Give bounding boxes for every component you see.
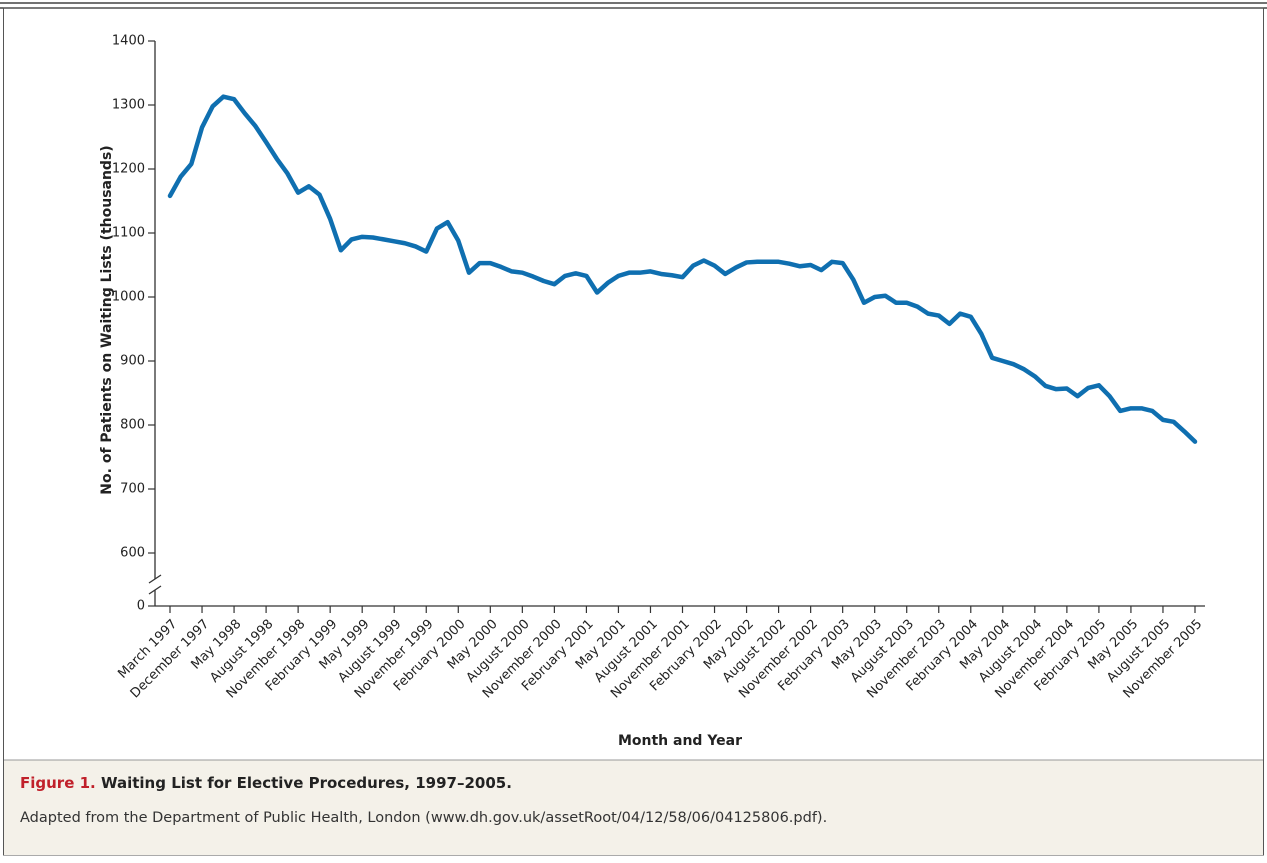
y-tick-label: 0 [137,599,145,614]
y-tick-label: 1100 [112,226,145,241]
y-tick-label: 1000 [112,290,145,305]
caption-box [4,760,1263,855]
caption-source: Adapted from the Department of Public He… [20,810,827,826]
caption: Figure 1. Waiting List for Elective Proc… [20,774,512,792]
y-tick-label: 600 [120,546,145,561]
caption-title: Waiting List for Elective Procedures, 19… [101,774,512,792]
y-tick-label: 700 [120,482,145,497]
caption-label: Figure 1. [20,774,96,792]
axis-break [148,585,162,595]
y-tick-label: 1200 [112,162,145,177]
y-tick-label: 800 [120,418,145,433]
axis-break [148,574,162,584]
x-axis-title: Month and Year [618,733,742,749]
y-tick-label: 1300 [112,98,145,113]
data-line [167,94,1198,444]
y-tick-label: 1400 [112,34,145,49]
y-tick-label: 900 [120,354,145,369]
y-axis-title: No. of Patients on Waiting Lists (thousa… [99,145,115,494]
